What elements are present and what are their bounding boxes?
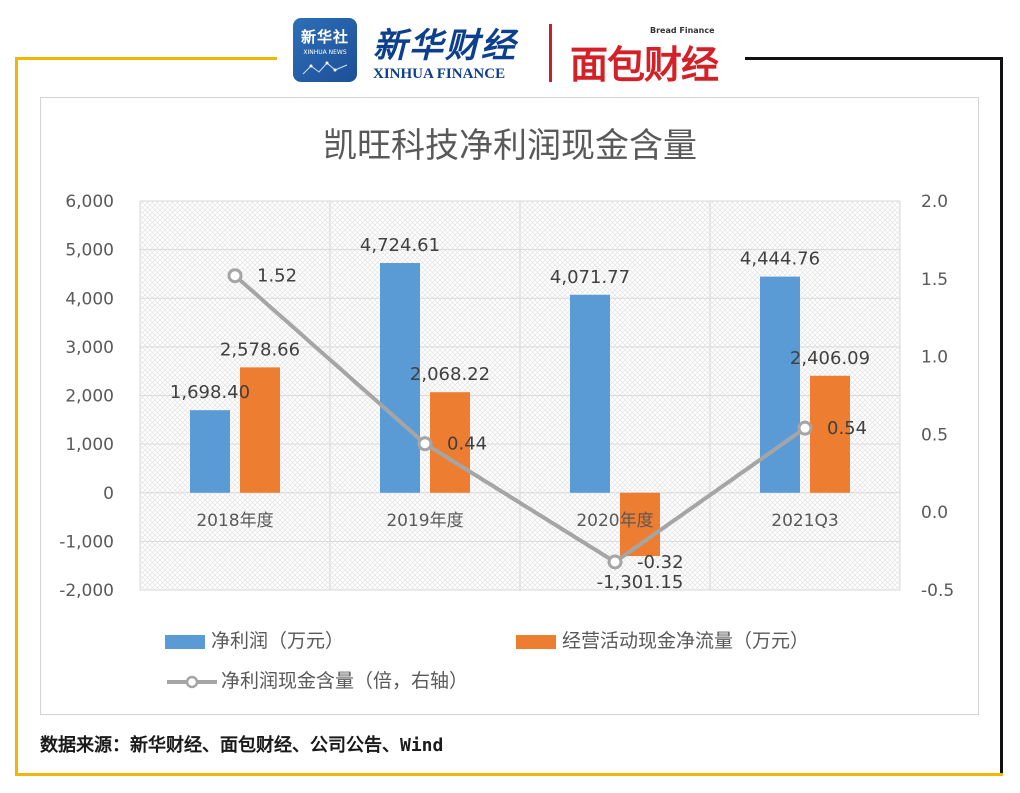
legend-label-operating-cash-flow: 经营活动现金净流量（万元） [562,630,810,652]
data-label-operating-cash-flow: 2,578.66 [220,339,300,360]
y-right-tick-label: -0.5 [921,581,954,601]
ratio-point-marker [417,436,433,452]
data-label-net-profit: 4,071.77 [550,267,630,288]
legend-label-net-profit: 净利润（万元） [211,630,345,652]
legend-item-operating-cash-flow: 经营活动现金净流量（万元） [516,626,809,653]
y-left-tick-label: 5,000 [65,241,114,261]
bar-net-profit [760,276,800,493]
bar-net-profit [570,294,610,493]
xinhua-badge-en: XINHUA NEWS [303,49,347,56]
axis-labels: -2,000 -1,000 0 1,000 2,000 3,000 4,000 5,000 6,… [59,192,954,601]
data-label-cash-ratio: 1.52 [257,266,297,287]
chart-title: 凯旺科技净利润现金含量 [323,126,697,166]
data-label-net-profit: 4,444.76 [740,249,820,270]
data-label-operating-cash-flow: 2,068.22 [410,364,490,385]
ratio-point-marker [227,268,243,284]
data-label-net-profit: 1,698.40 [170,382,250,403]
x-category-label: 2021Q3 [771,511,838,531]
xinhua-finance-logo-en: XINHUA FINANCE [373,66,506,82]
frame-left-border [15,57,18,775]
legend-line-marker-icon [167,675,217,688]
y-right-tick-label: 1.0 [921,348,948,368]
frame-bottom-border [15,773,1003,776]
xinhua-finance-logo-cn: 新华财经 [373,26,517,66]
bar-operating-cash-flow [810,375,850,493]
ratio-line-path [233,274,807,565]
data-label-cash-ratio: -0.32 [637,552,684,573]
network-icon [302,61,348,75]
y-left-tick-label: 2,000 [65,387,114,407]
bar-net-profit [380,263,420,493]
xinhua-badge-cn: 新华社 [300,28,349,46]
legend-item-net-profit: 净利润（万元） [165,626,344,653]
logo-header: 新华社 XINHUA NEWS 新华财经 XINHUA FINANCE Brea… [278,8,744,98]
bread-finance-logo-cn: 面包财经 [570,43,719,87]
cash-ratio-line [227,268,813,570]
x-category-label: 2018年度 [196,511,273,531]
x-category-label: 2019年度 [386,511,463,531]
data-label-cash-ratio: 0.54 [827,418,867,439]
y-left-tick-label: 3,000 [65,338,114,358]
y-right-tick-label: 0.0 [921,503,948,523]
legend-item-cash-ratio: 净利润现金含量（倍，右轴） [165,666,468,693]
bar-operating-cash-flow [430,392,470,493]
y-right-tick-label: 1.5 [921,270,948,290]
y-left-tick-label: -2,000 [59,581,114,601]
legend-swatch-blue [165,634,205,649]
data-labels: 1,698.40 4,724.61 4,071.77 4,444.76 2,578.66… [170,235,870,593]
logo-divider [549,24,552,82]
y-right-tick-label: 0.5 [921,425,948,445]
y-left-tick-label: 0 [103,484,114,504]
y-left-tick-label: 4,000 [65,289,114,309]
frame-right-border [1000,57,1003,775]
bar-net-profit [190,410,230,493]
y-left-tick-label: 6,000 [65,192,114,212]
y-right-tick-label: 2.0 [921,192,948,212]
legend-swatch-orange [516,634,556,649]
data-label-cash-ratio: 0.44 [447,434,487,455]
ratio-point-marker [607,554,623,570]
x-category-label: 2020年度 [576,511,653,531]
xinhua-news-logo: 新华社 XINHUA NEWS [293,18,357,82]
data-label-operating-cash-flow: 2,406.09 [790,348,870,369]
frame-top-left-border [15,57,277,60]
ratio-point-marker [797,420,813,436]
bar-operating-cash-flow [240,367,280,493]
legend-label-cash-ratio: 净利润现金含量（倍，右轴） [221,670,469,692]
source-note: 数据来源：新华财经、面包财经、公司公告、Wind [40,735,444,756]
bread-finance-logo-en: Bread Finance [650,26,715,35]
y-left-tick-label: -1,000 [59,532,114,552]
frame-top-right-border [745,57,1003,60]
data-label-operating-cash-flow: -1,301.15 [597,572,684,593]
data-label-net-profit: 4,724.61 [360,235,440,256]
y-left-tick-label: 1,000 [65,435,114,455]
